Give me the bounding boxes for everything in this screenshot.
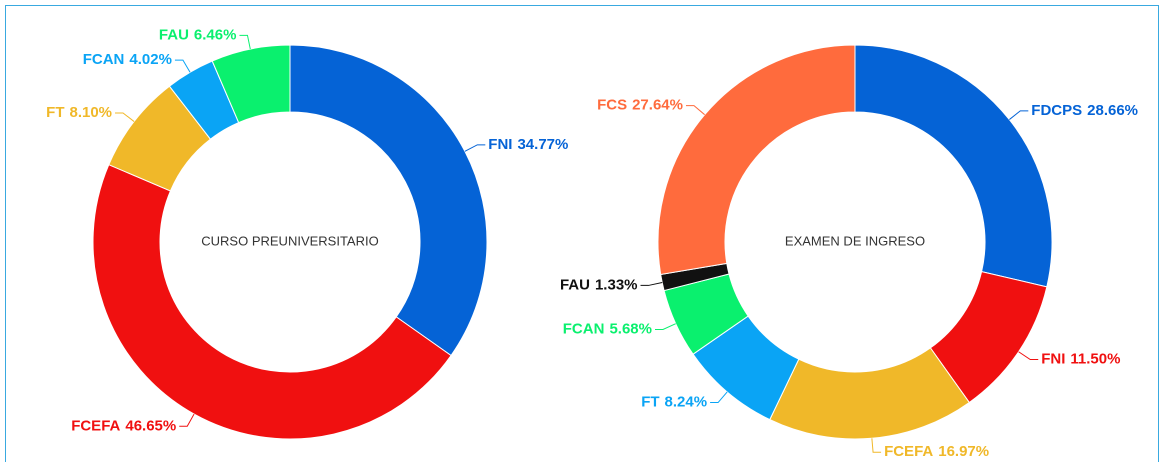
donut-slice bbox=[211, 44, 291, 124]
slice-label: FCEFA 16.97% bbox=[884, 443, 989, 460]
leader-line bbox=[871, 438, 882, 453]
slice-name: FNI bbox=[488, 136, 512, 153]
slice-value: 11.50% bbox=[1070, 351, 1120, 368]
donut-slice bbox=[657, 44, 856, 276]
slice-value: 27.64% bbox=[632, 97, 683, 114]
leader-line bbox=[464, 144, 486, 152]
slice-label: FAU 1.33% bbox=[560, 276, 638, 293]
slice-label: FAU 6.46% bbox=[159, 26, 237, 43]
slice-value: 8.24% bbox=[665, 394, 708, 411]
leader-line bbox=[1018, 351, 1039, 361]
slice-value: 34.77% bbox=[517, 136, 568, 153]
slice-name: FT bbox=[641, 394, 659, 411]
leader-line bbox=[685, 105, 705, 116]
leader-line bbox=[115, 112, 135, 122]
slice-label: FCEFA 46.65% bbox=[71, 417, 176, 434]
slice-name: FCAN bbox=[563, 320, 605, 337]
slice-name: FDCPS bbox=[1031, 102, 1082, 119]
slice-value: 6.46% bbox=[194, 26, 237, 43]
center-title: CURSO PREUNIVERSITARIO bbox=[201, 233, 378, 248]
leader-line bbox=[654, 323, 676, 330]
slice-label: FCAN 4.02% bbox=[83, 51, 172, 68]
slice-label: FCS 27.64% bbox=[597, 97, 683, 114]
leader-line bbox=[239, 34, 251, 50]
leader-line bbox=[179, 413, 195, 427]
leader-line bbox=[640, 282, 663, 286]
slice-value: 4.02% bbox=[129, 51, 172, 68]
slice-label: FNI 34.77% bbox=[488, 136, 568, 153]
donut-slice bbox=[289, 44, 488, 357]
slice-value: 46.65% bbox=[125, 417, 176, 434]
slice-label: FCAN 5.68% bbox=[563, 320, 652, 337]
slice-name: FCEFA bbox=[884, 443, 933, 460]
slice-value: 28.66% bbox=[1087, 102, 1138, 119]
slice-name: FAU bbox=[159, 26, 189, 43]
slice-label: FT 8.10% bbox=[46, 104, 112, 121]
slice-label: FT 8.24% bbox=[641, 394, 707, 411]
center-title: EXAMEN DE INGRESO bbox=[785, 233, 925, 248]
slice-value: 8.10% bbox=[69, 104, 112, 121]
donut-slice bbox=[854, 44, 1053, 288]
leader-line bbox=[174, 59, 191, 73]
slice-value: 16.97% bbox=[938, 443, 989, 460]
slice-name: FNI bbox=[1041, 351, 1065, 368]
slice-name: FCS bbox=[597, 97, 627, 114]
slice-value: 1.33% bbox=[595, 276, 638, 293]
slice-value: 5.68% bbox=[609, 320, 652, 337]
slice-name: FT bbox=[46, 104, 64, 121]
leader-line bbox=[710, 391, 728, 404]
slice-label: FDCPS 28.66% bbox=[1031, 102, 1138, 119]
slice-name: FAU bbox=[560, 276, 590, 293]
donut-slice bbox=[92, 164, 452, 440]
leader-line bbox=[1009, 110, 1029, 120]
slice-label: FNI 11.50% bbox=[1041, 351, 1120, 368]
slice-name: FCEFA bbox=[71, 417, 120, 434]
slice-name: FCAN bbox=[83, 51, 125, 68]
